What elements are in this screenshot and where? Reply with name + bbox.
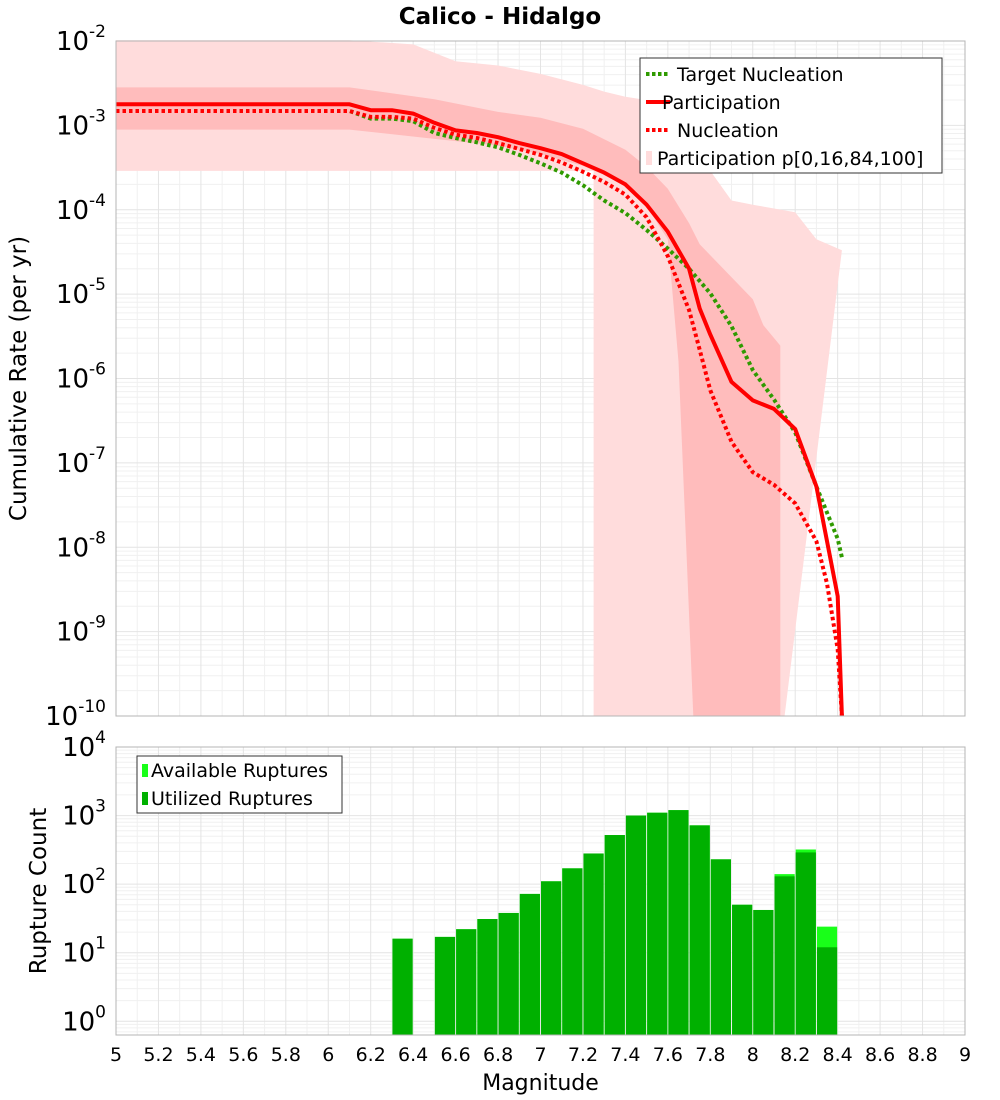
- bottom-y-tick-label: 102: [62, 865, 106, 900]
- utilized-rupture-bar: [795, 852, 816, 1035]
- cumulative-rate-panel: 10-2 10-3 10-4 10-5 10-6 10-7 10-8 10-9 10-10 Cu…: [6, 22, 966, 732]
- bottom-y-tick-label: 101: [62, 934, 106, 969]
- top-legend-label: Participation: [662, 92, 781, 114]
- top-y-tick-label: 10-3: [56, 106, 106, 141]
- participation-curve: [116, 102, 844, 717]
- x-tick-label: 7.6: [653, 1044, 683, 1066]
- utilized-rupture-bar: [753, 909, 774, 1035]
- utilized-rupture-bar: [562, 868, 583, 1035]
- x-tick-label: 7.4: [610, 1044, 640, 1066]
- x-tick-label: 5.8: [271, 1044, 301, 1066]
- bottom-legend-label: Utilized Ruptures: [151, 788, 313, 810]
- utilized-rupture-bar: [604, 835, 625, 1035]
- rupture-count-panel: 104 103 102 101 100 5 5.2 5.4 5.6 5.8 6 6.2 6.4 6.6 6…: [26, 728, 971, 1096]
- top-legend-label: Nucleation: [677, 120, 779, 142]
- participation-percentile-bands: [116, 40, 842, 716]
- utilized-rupture-bar: [498, 912, 519, 1035]
- nucleation-curve: [116, 109, 844, 717]
- top-legend-label: Participation p[0,16,84,100]: [657, 148, 923, 170]
- x-tick-label: 6.8: [483, 1044, 513, 1066]
- x-axis-label: Magnitude: [482, 1071, 599, 1096]
- legend-bar-swatch: [142, 792, 148, 805]
- top-legend: Target Nucleation Participation Nucleation…: [639, 57, 943, 174]
- utilized-rupture-bar: [816, 947, 838, 1035]
- x-tick-label: 5.6: [228, 1044, 258, 1066]
- top-y-tick-label: 10-2: [56, 22, 106, 57]
- x-tick-label: 7.8: [695, 1044, 725, 1066]
- utilized-rupture-bar: [689, 825, 710, 1035]
- x-tick-label: 8.6: [865, 1044, 895, 1066]
- utilized-rupture-bar: [774, 876, 795, 1035]
- x-tick-label: 6.6: [440, 1044, 470, 1066]
- x-tick-label: 9: [959, 1044, 971, 1066]
- x-tick-label: 8.8: [907, 1044, 937, 1066]
- top-legend-box: [639, 57, 943, 174]
- utilized-rupture-bar: [732, 904, 753, 1035]
- x-tick-label: 8.4: [823, 1044, 853, 1066]
- utilized-rupture-bar: [434, 936, 456, 1035]
- utilized-rupture-bar: [519, 893, 540, 1035]
- utilized-rupture-bar: [647, 812, 668, 1035]
- legend-band-swatch: [646, 151, 652, 165]
- bottom-y-axis-label: Rupture Count: [26, 808, 52, 974]
- top-y-tick-label: 10-6: [56, 360, 106, 395]
- bottom-y-tick-labels: 104 103 102 101 100: [62, 728, 106, 1037]
- utilized-rupture-bar: [392, 938, 413, 1035]
- x-tick-label: 7: [534, 1044, 546, 1066]
- x-tick-label: 8: [747, 1044, 759, 1066]
- utilized-rupture-bar: [456, 929, 477, 1035]
- rupture-bars: [392, 810, 838, 1035]
- utilized-rupture-bar: [541, 881, 562, 1035]
- bottom-y-tick-label: 103: [62, 797, 106, 832]
- bottom-legend-label: Available Ruptures: [151, 760, 328, 782]
- x-tick-labels: 5 5.2 5.4 5.6 5.8 6 6.2 6.4 6.6 6.8 7 7.2 7.4 7.6 7.8 8…: [110, 1044, 971, 1066]
- top-legend-label: Target Nucleation: [676, 64, 844, 86]
- utilized-rupture-bar: [710, 859, 731, 1035]
- top-y-axis-label: Cumulative Rate (per yr): [6, 236, 32, 521]
- bottom-legend: Available Ruptures Utilized Ruptures: [136, 755, 343, 814]
- top-y-tick-label: 10-4: [56, 191, 106, 226]
- top-y-tick-label: 10-7: [56, 444, 106, 479]
- bottom-y-tick-label: 100: [62, 1002, 106, 1037]
- top-y-tick-label: 10-9: [56, 613, 106, 648]
- top-y-tick-label: 10-10: [45, 697, 106, 732]
- x-tick-label: 5.4: [186, 1044, 216, 1066]
- bottom-legend-box: [136, 755, 343, 814]
- top-y-tick-labels: 10-2 10-3 10-4 10-5 10-6 10-7 10-8 10-9 10-10: [45, 22, 106, 732]
- x-tick-label: 8.2: [780, 1044, 810, 1066]
- chart-title: Calico - Hidalgo: [399, 4, 601, 30]
- x-tick-label: 6.4: [398, 1044, 428, 1066]
- x-tick-label: 6: [322, 1044, 334, 1066]
- top-y-tick-label: 10-8: [56, 528, 106, 563]
- bottom-plot-border: [115, 746, 966, 1036]
- top-y-tick-label: 10-5: [56, 275, 106, 310]
- top-plot-border: [115, 40, 966, 717]
- bottom-y-tick-label: 104: [62, 728, 106, 763]
- utilized-rupture-bar: [477, 919, 498, 1035]
- target-nucleation-curve: [116, 109, 844, 558]
- x-tick-label: 7.2: [568, 1044, 598, 1066]
- band-p16-p84: [116, 87, 781, 716]
- x-tick-label: 6.2: [356, 1044, 386, 1066]
- x-tick-label: 5: [110, 1044, 122, 1066]
- x-tick-label: 5.2: [143, 1044, 173, 1066]
- utilized-rupture-bar: [668, 810, 689, 1035]
- legend-bar-swatch: [142, 764, 148, 777]
- utilized-rupture-bar: [625, 815, 647, 1035]
- utilized-rupture-bar: [583, 853, 604, 1035]
- rate-curves: [116, 102, 844, 717]
